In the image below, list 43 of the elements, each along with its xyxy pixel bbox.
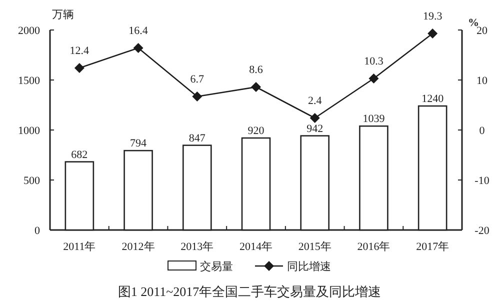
data-label: 8.6 bbox=[249, 64, 264, 76]
data-label: 942 bbox=[306, 122, 324, 135]
data-label: 16.4 bbox=[128, 25, 148, 37]
y2-axis-title: % bbox=[468, 17, 479, 29]
y2-tick-label: -20 bbox=[474, 225, 490, 237]
x-tick-label: 2011年 bbox=[63, 241, 96, 253]
data-label: 1240 bbox=[422, 93, 444, 105]
data-label: 920 bbox=[248, 125, 265, 137]
y2-tick-label: 10 bbox=[476, 75, 488, 87]
data-label: 682 bbox=[71, 148, 88, 161]
point bbox=[133, 43, 144, 53]
point bbox=[192, 92, 202, 102]
x-tick-label: 2014年 bbox=[240, 241, 272, 253]
y2-tick-label: -10 bbox=[474, 175, 490, 187]
point bbox=[251, 82, 261, 92]
y-tick-label: 500 bbox=[24, 175, 40, 187]
data-label: 794 bbox=[130, 138, 148, 150]
y2-tick-label: 20 bbox=[476, 25, 488, 37]
y2-tick-label: 0 bbox=[479, 125, 486, 137]
x-tick-label: 2017年 bbox=[416, 241, 450, 253]
point bbox=[74, 63, 84, 73]
x-tick-label: 2016年 bbox=[357, 241, 390, 253]
point bbox=[368, 74, 379, 84]
y-tick-label: 1000 bbox=[18, 125, 40, 137]
data-label: 12.4 bbox=[70, 45, 90, 57]
legend-label: 同比增速 bbox=[287, 260, 331, 273]
point bbox=[428, 28, 438, 38]
data-label: 847 bbox=[188, 132, 206, 144]
data-label: 1039 bbox=[362, 113, 386, 126]
x-tick-label: 2012年 bbox=[122, 241, 155, 253]
x-tick-label: 2013年 bbox=[180, 241, 214, 253]
y-tick-label: 2000 bbox=[18, 25, 40, 37]
legend-label: 交易量 bbox=[200, 260, 233, 273]
y-tick-label: 1500 bbox=[18, 75, 40, 87]
y-axis-title: 万辆 bbox=[52, 9, 74, 21]
y-tick-label: 0 bbox=[34, 225, 40, 237]
point bbox=[310, 113, 320, 123]
x-tick-label: 2015年 bbox=[298, 241, 332, 253]
data-label: 10.3 bbox=[364, 56, 384, 68]
data-label: 6.7 bbox=[190, 74, 205, 86]
text: 图1 2011~2017年全国二手车交易量及同比增速 bbox=[118, 284, 382, 299]
data-label: 2.4 bbox=[308, 95, 322, 107]
data-label: 19.3 bbox=[422, 10, 443, 22]
